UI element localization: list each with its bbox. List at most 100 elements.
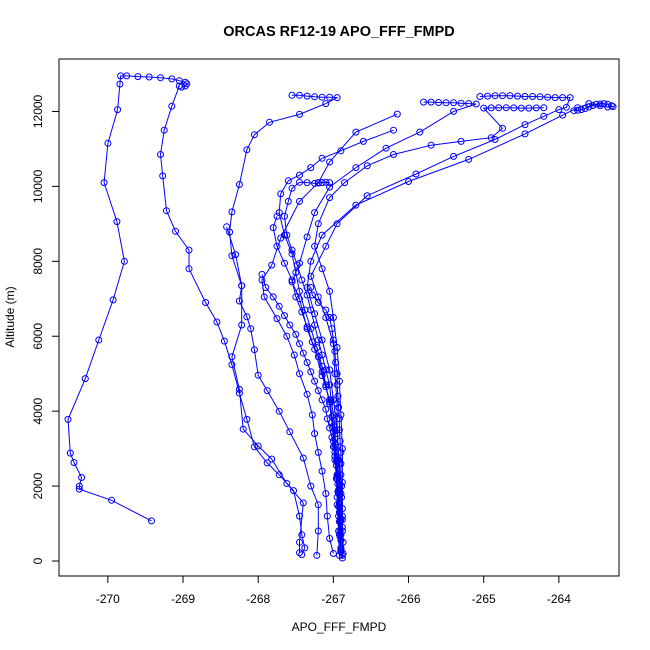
data-point: [592, 100, 600, 108]
data-point: [323, 512, 331, 520]
data-point: [283, 332, 291, 340]
data-point: [517, 104, 525, 112]
data-point: [298, 308, 306, 316]
data-point: [303, 92, 311, 100]
data-point: [334, 392, 342, 400]
data-point: [333, 471, 341, 479]
chart-title: ORCAS RF12-19 APO_FFF_FMPD: [223, 24, 455, 40]
data-point: [318, 351, 326, 359]
data-point: [326, 381, 334, 389]
data-point: [220, 337, 228, 345]
data-point: [566, 94, 574, 102]
data-point: [296, 549, 303, 557]
data-point: [301, 544, 309, 552]
data-point: [296, 538, 303, 546]
data-point: [506, 92, 514, 100]
data-point: [339, 538, 347, 546]
data-point: [333, 94, 341, 102]
data-point: [296, 287, 303, 295]
data-point: [322, 366, 330, 374]
data-point: [95, 336, 103, 344]
data-point: [318, 179, 326, 187]
data-point: [314, 336, 322, 344]
data-point: [269, 224, 277, 232]
data-point: [326, 366, 334, 374]
data-point: [292, 269, 300, 276]
data-point: [303, 323, 311, 331]
data-point: [514, 92, 521, 100]
data-point: [521, 130, 529, 138]
data-point: [283, 480, 291, 487]
x-tick-label: -269: [171, 592, 195, 606]
data-point: [307, 164, 315, 172]
data-point: [450, 152, 458, 160]
data-point: [338, 505, 346, 513]
data-point: [307, 306, 315, 314]
data-point: [331, 452, 339, 460]
data-point: [296, 340, 303, 348]
data-point: [202, 299, 210, 306]
data-point: [540, 104, 548, 112]
data-point: [363, 192, 371, 200]
data-point: [288, 246, 296, 254]
series-line: [261, 113, 398, 554]
data-point: [226, 228, 234, 236]
data-point: [420, 98, 428, 106]
data-point: [296, 110, 303, 118]
data-point: [329, 411, 337, 419]
data-point: [243, 415, 251, 423]
data-point: [476, 93, 484, 100]
data-point: [326, 179, 334, 187]
data-point: [160, 126, 168, 134]
data-point: [311, 430, 319, 438]
series-line: [67, 75, 188, 522]
data-point: [275, 302, 283, 310]
data-point: [273, 315, 281, 323]
data-point: [313, 551, 321, 559]
data-point: [283, 231, 291, 239]
data-point: [268, 261, 276, 269]
data-point: [228, 208, 236, 216]
data-point: [116, 80, 124, 88]
data-point: [228, 353, 236, 361]
data-point: [75, 482, 83, 490]
y-axis: 0 2000 4000 6000 8000 10000 12000: [31, 94, 60, 564]
data-point: [412, 170, 420, 178]
data-point: [284, 177, 292, 185]
data-point: [284, 197, 292, 205]
data-point: [562, 103, 570, 111]
data-point: [544, 93, 552, 101]
data-point: [457, 137, 465, 145]
data-point: [328, 433, 336, 441]
data-point: [308, 338, 316, 346]
data-point: [314, 387, 322, 395]
data-point: [322, 405, 330, 413]
data-point: [329, 550, 337, 557]
data-point: [268, 455, 276, 463]
data-point: [540, 112, 548, 120]
data-point: [551, 94, 559, 102]
y-tick-label: 0: [31, 557, 45, 564]
data-point: [262, 284, 270, 291]
data-point: [332, 462, 340, 469]
data-point: [352, 164, 360, 172]
data-point: [337, 448, 345, 456]
data-point: [288, 184, 296, 192]
data-point: [260, 293, 268, 301]
data-series: [226, 91, 341, 559]
data-point: [113, 218, 121, 226]
data-point: [157, 151, 164, 158]
data-series: [307, 92, 574, 562]
data-point: [168, 75, 176, 83]
data-point: [499, 124, 506, 132]
data-point: [393, 110, 401, 118]
data-point: [480, 104, 488, 112]
data-point: [450, 99, 458, 107]
data-point: [335, 415, 343, 423]
data-point: [307, 284, 315, 291]
data-point: [487, 104, 495, 112]
data-point: [281, 259, 288, 267]
data-point: [335, 377, 343, 385]
data-point: [172, 227, 179, 235]
data-point: [336, 527, 344, 535]
